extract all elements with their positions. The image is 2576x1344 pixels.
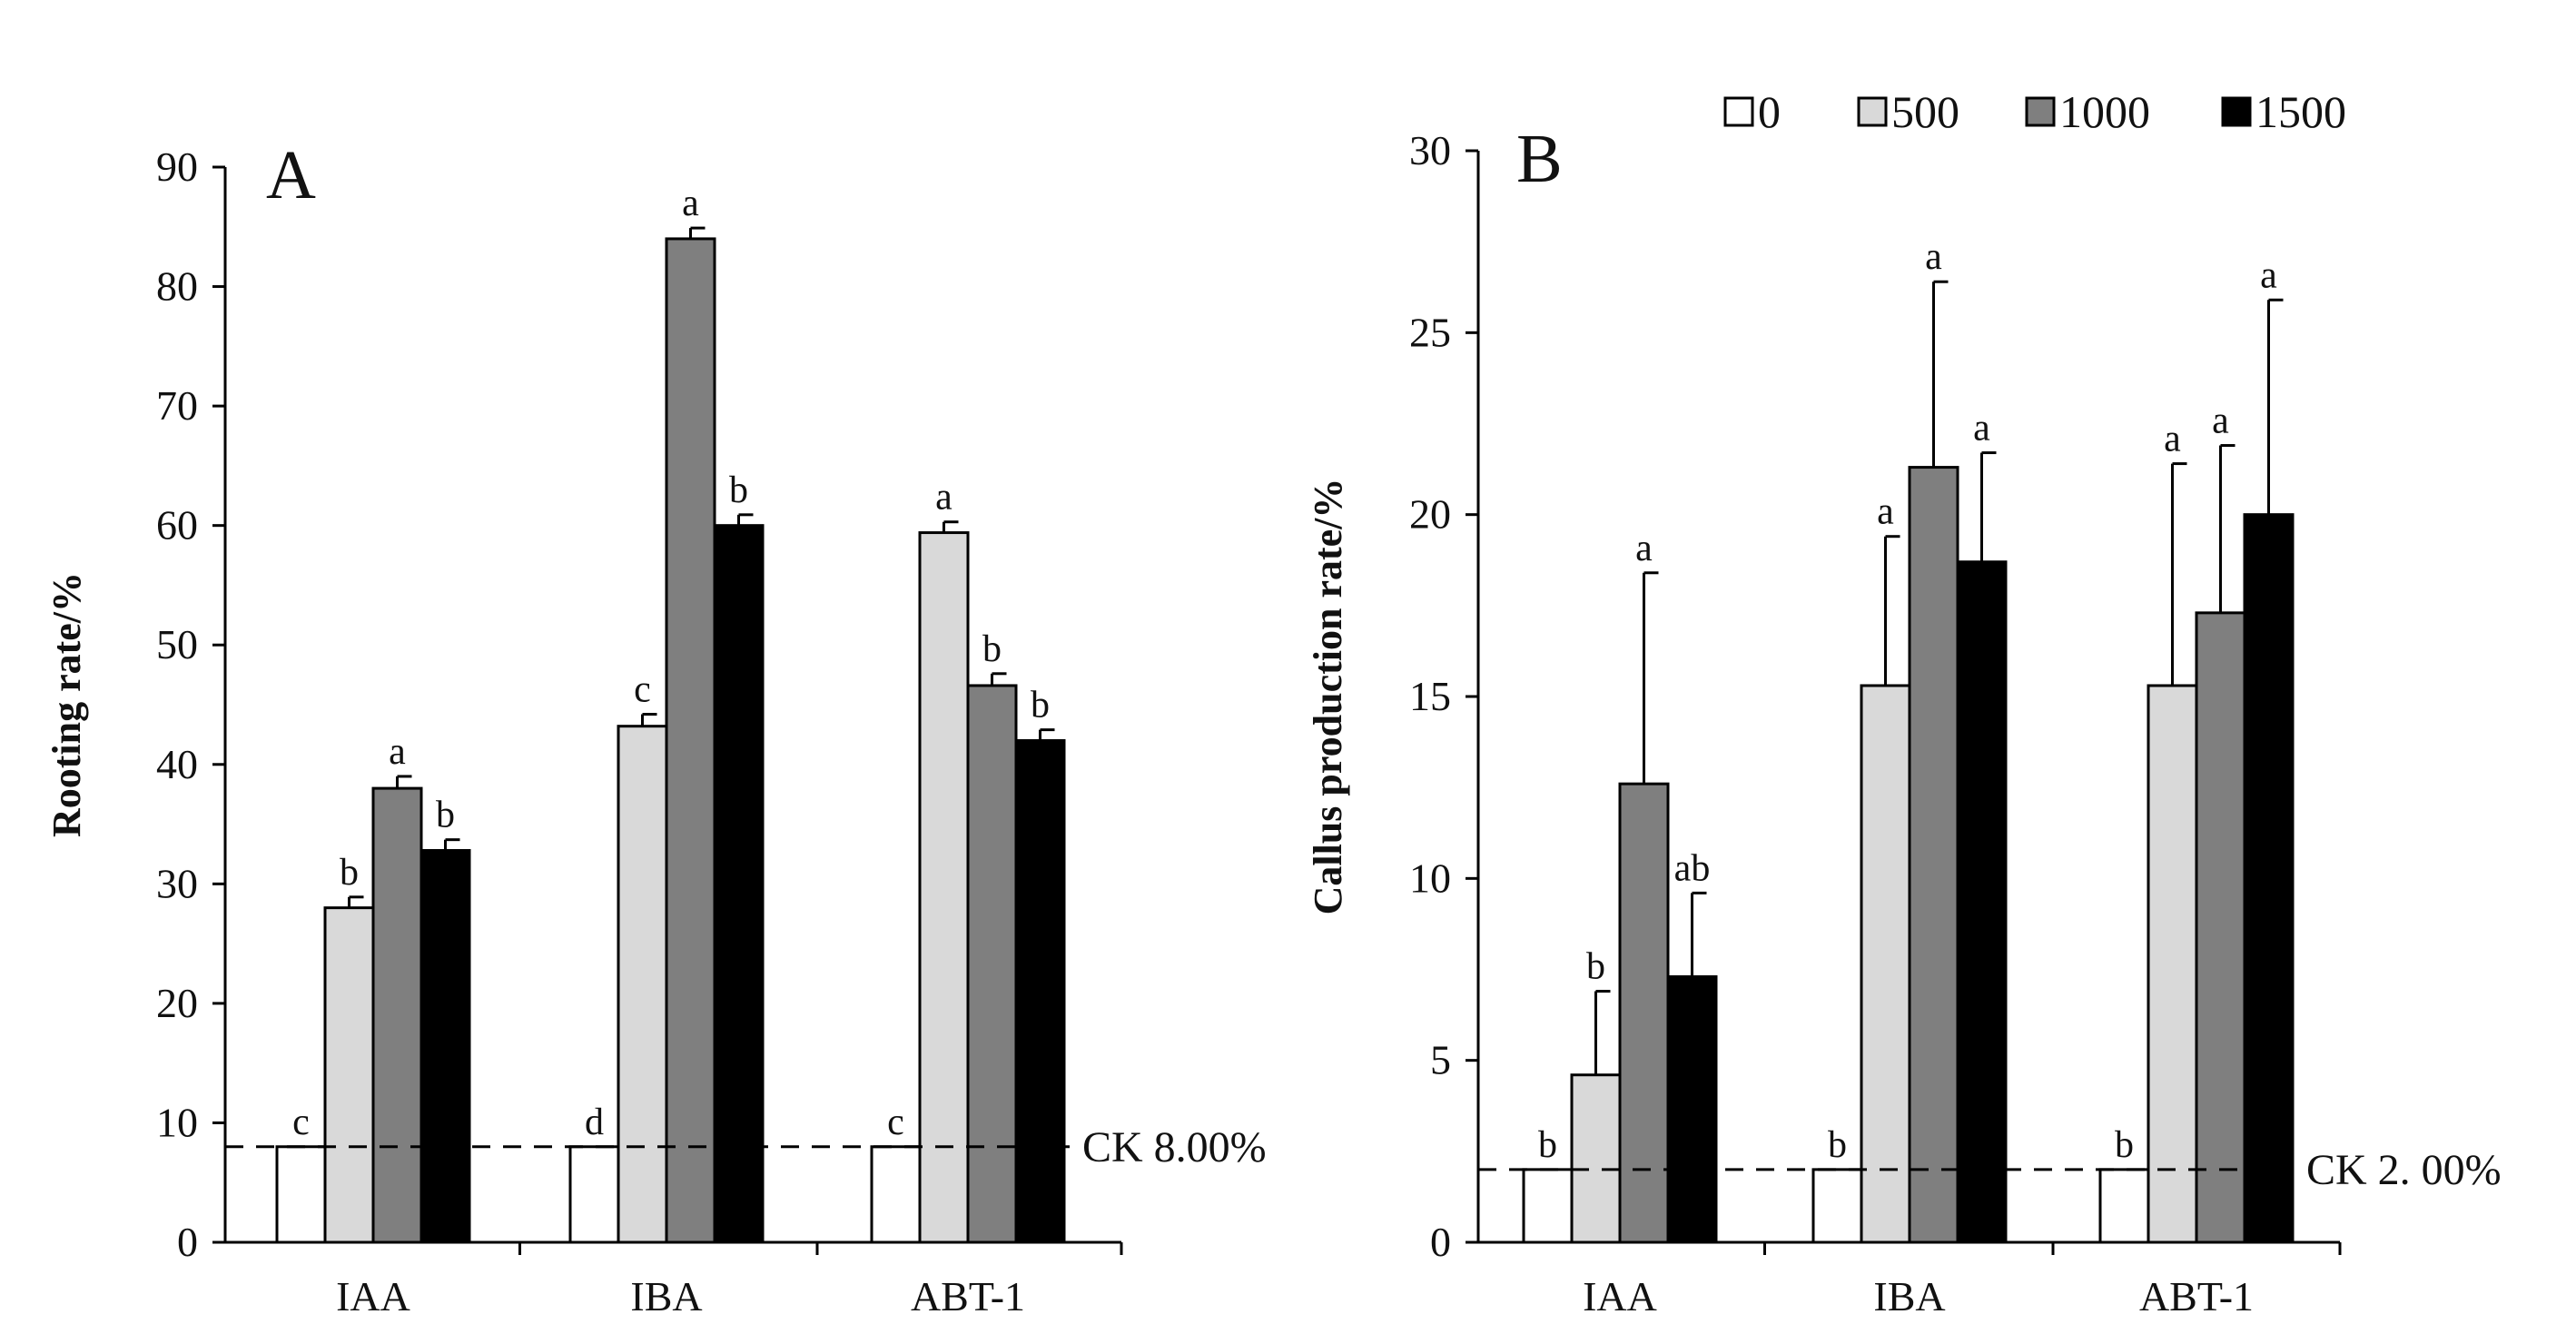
panel-a-significance-letter: b (340, 852, 359, 894)
panel-a-significance-letter: b (436, 795, 455, 836)
panel-a-y-tick-label: 40 (156, 741, 198, 787)
panel-a-category-label-iaa: IAA (336, 1273, 410, 1319)
panel-b-y-tick-label: 10 (1409, 855, 1451, 901)
panel-a-bar-abt-1-500 (918, 531, 970, 1244)
legend-swatch-0 (1723, 96, 1754, 127)
panel-a-y-tick-label: 70 (156, 382, 198, 429)
panel-a-bar-abt-1-1000 (966, 684, 1018, 1244)
panel-b-significance-letter: a (1925, 236, 1942, 278)
panel-a-y-axis-title: Rooting rate/% (44, 572, 89, 837)
panel-a-y-tick-label: 20 (156, 980, 198, 1026)
legend-swatch-1500 (2221, 96, 2252, 127)
panel-b-significance-letter: b (1538, 1124, 1557, 1166)
panel-a-significance-letter: a (389, 731, 406, 773)
panel-a-bar-iba-500 (617, 725, 668, 1244)
panel-b-bar-iaa-500 (1570, 1073, 1622, 1244)
panel-b-significance-letter: b (1586, 946, 1605, 988)
panel-a-significance-letter: c (634, 669, 651, 711)
panel-a-significance-letter: b (729, 469, 748, 511)
panel-a-bar-iaa-1000 (371, 786, 423, 1244)
panel-a-y-tick-label: 60 (156, 502, 198, 548)
panel-b-ck-reference-label: CK 2. 00% (2306, 1146, 2502, 1194)
panel-a-ck-reference-label: CK 8.00% (1082, 1123, 1267, 1171)
panel-a-bar-iaa-1500 (419, 848, 471, 1244)
panel-b-category-label-iaa: IAA (1583, 1273, 1657, 1319)
panel-a-y-tick-label: 30 (156, 860, 198, 906)
panel-b-y-tick-label: 5 (1430, 1037, 1451, 1083)
panel-b-y-tick-label: 0 (1430, 1219, 1451, 1265)
panel-b-significance-letter: b (2115, 1124, 2134, 1166)
panel-b-significance-letter: a (2260, 254, 2277, 296)
panel-b-bar-abt-1-500 (2147, 684, 2198, 1244)
panel-a-bar-iaa-500 (323, 906, 375, 1244)
panel-b-bar-iba-500 (1860, 684, 1911, 1244)
panel-a-panel-letter: A (266, 137, 316, 213)
panel-b-significance-letter: a (2212, 400, 2229, 442)
panel-b-bar-iba-0 (1811, 1168, 1863, 1244)
legend-label-1000: 1000 (2059, 86, 2150, 137)
panel-a-y-tick-label: 50 (156, 621, 198, 667)
panel-a-y-tick-label: 10 (156, 1099, 198, 1145)
panel-b-y-tick-label: 30 (1409, 127, 1451, 173)
legend-label-500: 500 (1891, 86, 1959, 137)
panel-a-significance-letter: c (292, 1102, 310, 1143)
panel-a-significance-letter: c (887, 1102, 904, 1143)
panel-b-bar-iaa-0 (1522, 1168, 1574, 1244)
panel-b-y-tick-label: 25 (1409, 309, 1451, 355)
panel-a-category-label-abt-1: ABT-1 (911, 1273, 1025, 1319)
panel-b-bar-iba-1500 (1956, 560, 2008, 1244)
panel-b-bar-iaa-1500 (1666, 975, 1718, 1244)
panel-b-significance-letter: a (1973, 408, 1990, 450)
panel-b-y-axis-title: Callus production rate/% (1306, 479, 1350, 915)
panel-a-category-label-iba: IBA (630, 1273, 702, 1319)
panel-a-bar-iba-0 (568, 1145, 620, 1244)
panel-a-y-tick-label: 90 (156, 143, 198, 190)
panel-b-category-label-abt-1: ABT-1 (2139, 1273, 2254, 1319)
panel-a-bar-iba-1000 (665, 237, 716, 1244)
panel-b-bar-iba-1000 (1908, 466, 1959, 1244)
panel-a-significance-letter: b (982, 628, 1002, 670)
panel-a-significance-letter: b (1031, 685, 1050, 726)
panel-b-y-tick-label: 20 (1409, 491, 1451, 538)
panel-a-y-tick-label: 0 (177, 1219, 198, 1265)
panel-a-bar-abt-1-1500 (1014, 738, 1066, 1244)
legend-label-1500: 1500 (2255, 86, 2346, 137)
panel-b-bar-iaa-1000 (1618, 782, 1670, 1244)
panel-b-significance-letter: b (1828, 1124, 1847, 1166)
panel-b-panel-letter: B (1516, 121, 1563, 197)
panel-a-bar-abt-1-0 (870, 1145, 922, 1244)
legend-swatch-1000 (2025, 96, 2056, 127)
panel-b-significance-letter: a (2164, 419, 2181, 460)
panel-b-bar-abt-1-1500 (2243, 513, 2295, 1244)
panel-b-significance-letter: ab (1674, 847, 1711, 889)
panel-b-bar-abt-1-1000 (2195, 611, 2246, 1244)
panel-a-bar-iaa-0 (275, 1145, 327, 1244)
panel-a-significance-letter: d (585, 1102, 604, 1143)
panel-b-category-label-iba: IBA (1873, 1273, 1945, 1319)
panel-a-bar-iba-1500 (713, 524, 765, 1244)
panel-b-significance-letter: a (1635, 528, 1653, 569)
panel-b-y-tick-label: 15 (1409, 673, 1451, 719)
panel-b-bar-abt-1-0 (2098, 1168, 2150, 1244)
legend: 0 500 1000 1500 (1723, 86, 2346, 137)
panel-a-significance-letter: a (682, 183, 699, 224)
panel-a-significance-letter: a (935, 477, 952, 519)
legend-swatch-500 (1857, 96, 1888, 127)
legend-label-0: 0 (1758, 86, 1781, 137)
panel-b-significance-letter: a (1877, 491, 1894, 533)
panel-a-y-tick-label: 80 (156, 263, 198, 310)
